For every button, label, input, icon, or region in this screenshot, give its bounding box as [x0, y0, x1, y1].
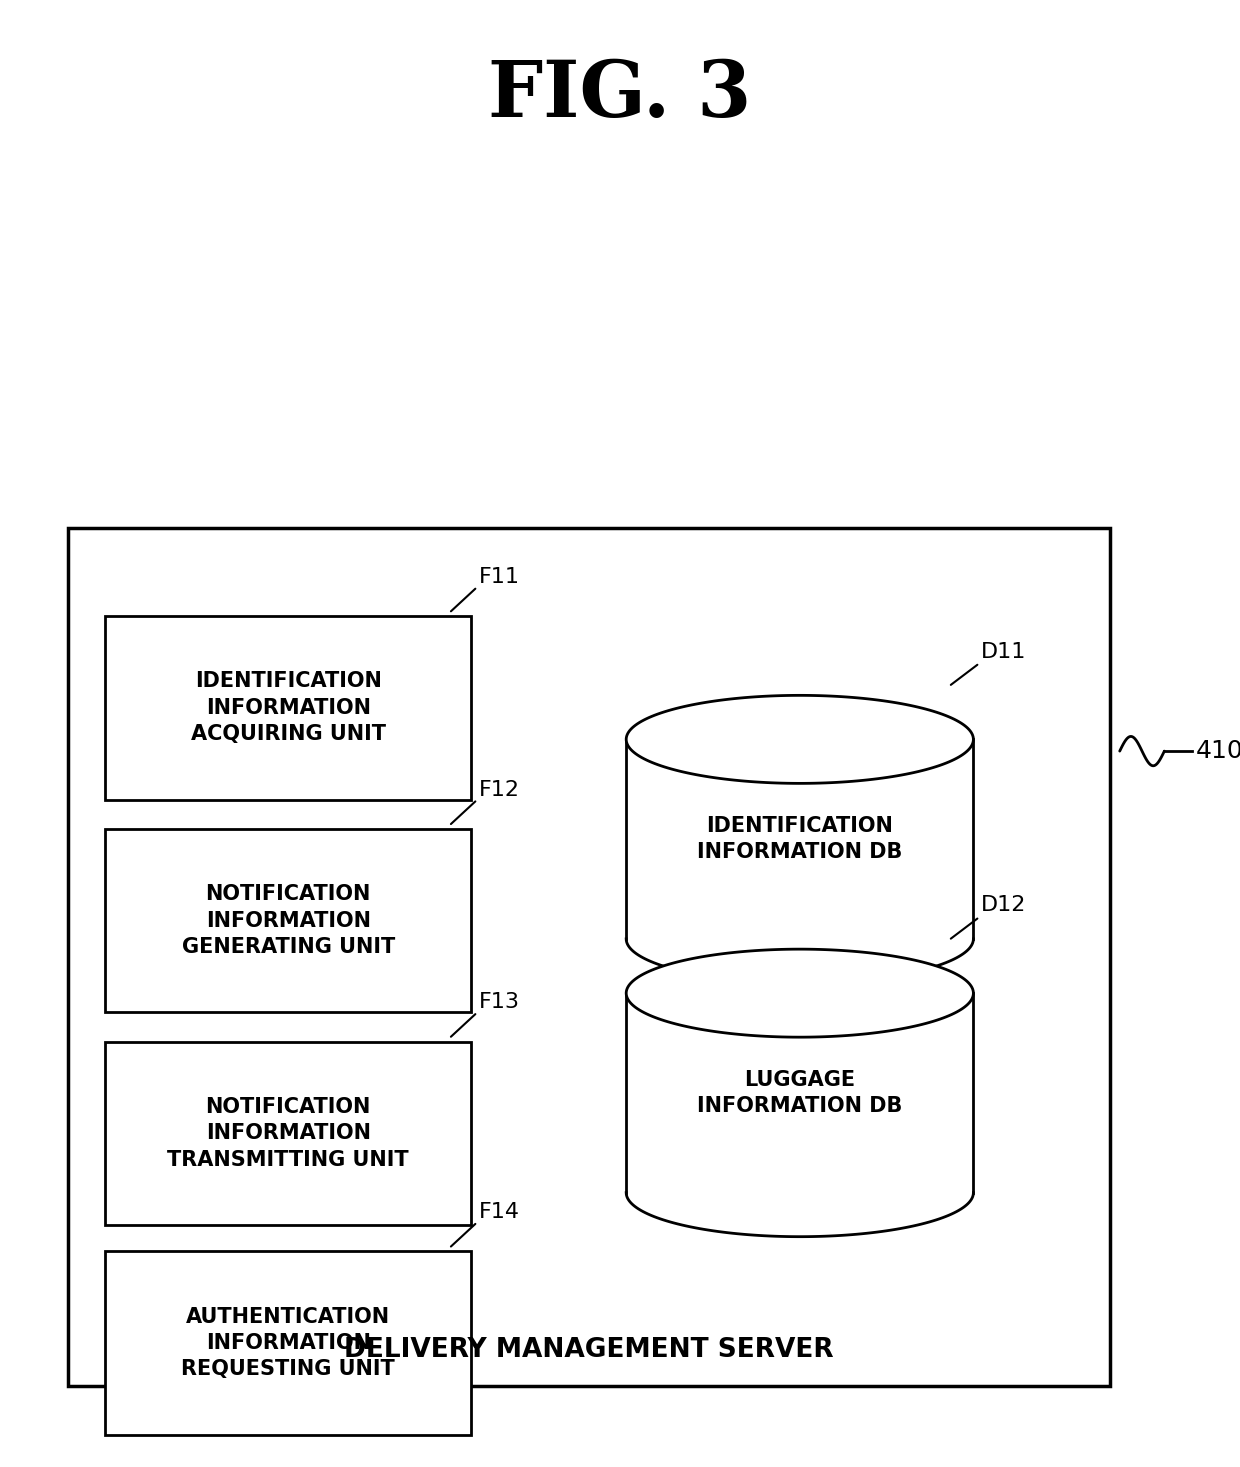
Text: IDENTIFICATION
INFORMATION DB: IDENTIFICATION INFORMATION DB [697, 816, 903, 863]
Text: D11: D11 [981, 641, 1027, 662]
Text: AUTHENTICATION
INFORMATION
REQUESTING UNIT: AUTHENTICATION INFORMATION REQUESTING UN… [181, 1307, 396, 1379]
Text: FIG. 3: FIG. 3 [489, 57, 751, 133]
Bar [105, 1042, 471, 1225]
Bar [626, 739, 973, 939]
Bar [626, 993, 973, 1193]
Polygon shape [626, 949, 973, 1037]
Text: F12: F12 [479, 779, 520, 800]
Bar [105, 616, 471, 800]
Text: F11: F11 [479, 566, 520, 587]
Bar [105, 829, 471, 1012]
Text: IDENTIFICATION
INFORMATION
ACQUIRING UNIT: IDENTIFICATION INFORMATION ACQUIRING UNI… [191, 672, 386, 744]
Text: LUGGAGE
INFORMATION DB: LUGGAGE INFORMATION DB [697, 1069, 903, 1116]
Text: D12: D12 [981, 895, 1027, 915]
Text: DELIVERY MANAGEMENT SERVER: DELIVERY MANAGEMENT SERVER [345, 1336, 833, 1363]
Text: NOTIFICATION
INFORMATION
TRANSMITTING UNIT: NOTIFICATION INFORMATION TRANSMITTING UN… [167, 1097, 409, 1169]
Bar [105, 1251, 471, 1435]
Bar [68, 528, 1110, 1386]
Text: NOTIFICATION
INFORMATION
GENERATING UNIT: NOTIFICATION INFORMATION GENERATING UNIT [182, 885, 394, 956]
Text: F14: F14 [479, 1201, 520, 1222]
Polygon shape [626, 695, 973, 783]
Text: 410: 410 [1195, 739, 1240, 763]
Text: F13: F13 [479, 992, 520, 1012]
